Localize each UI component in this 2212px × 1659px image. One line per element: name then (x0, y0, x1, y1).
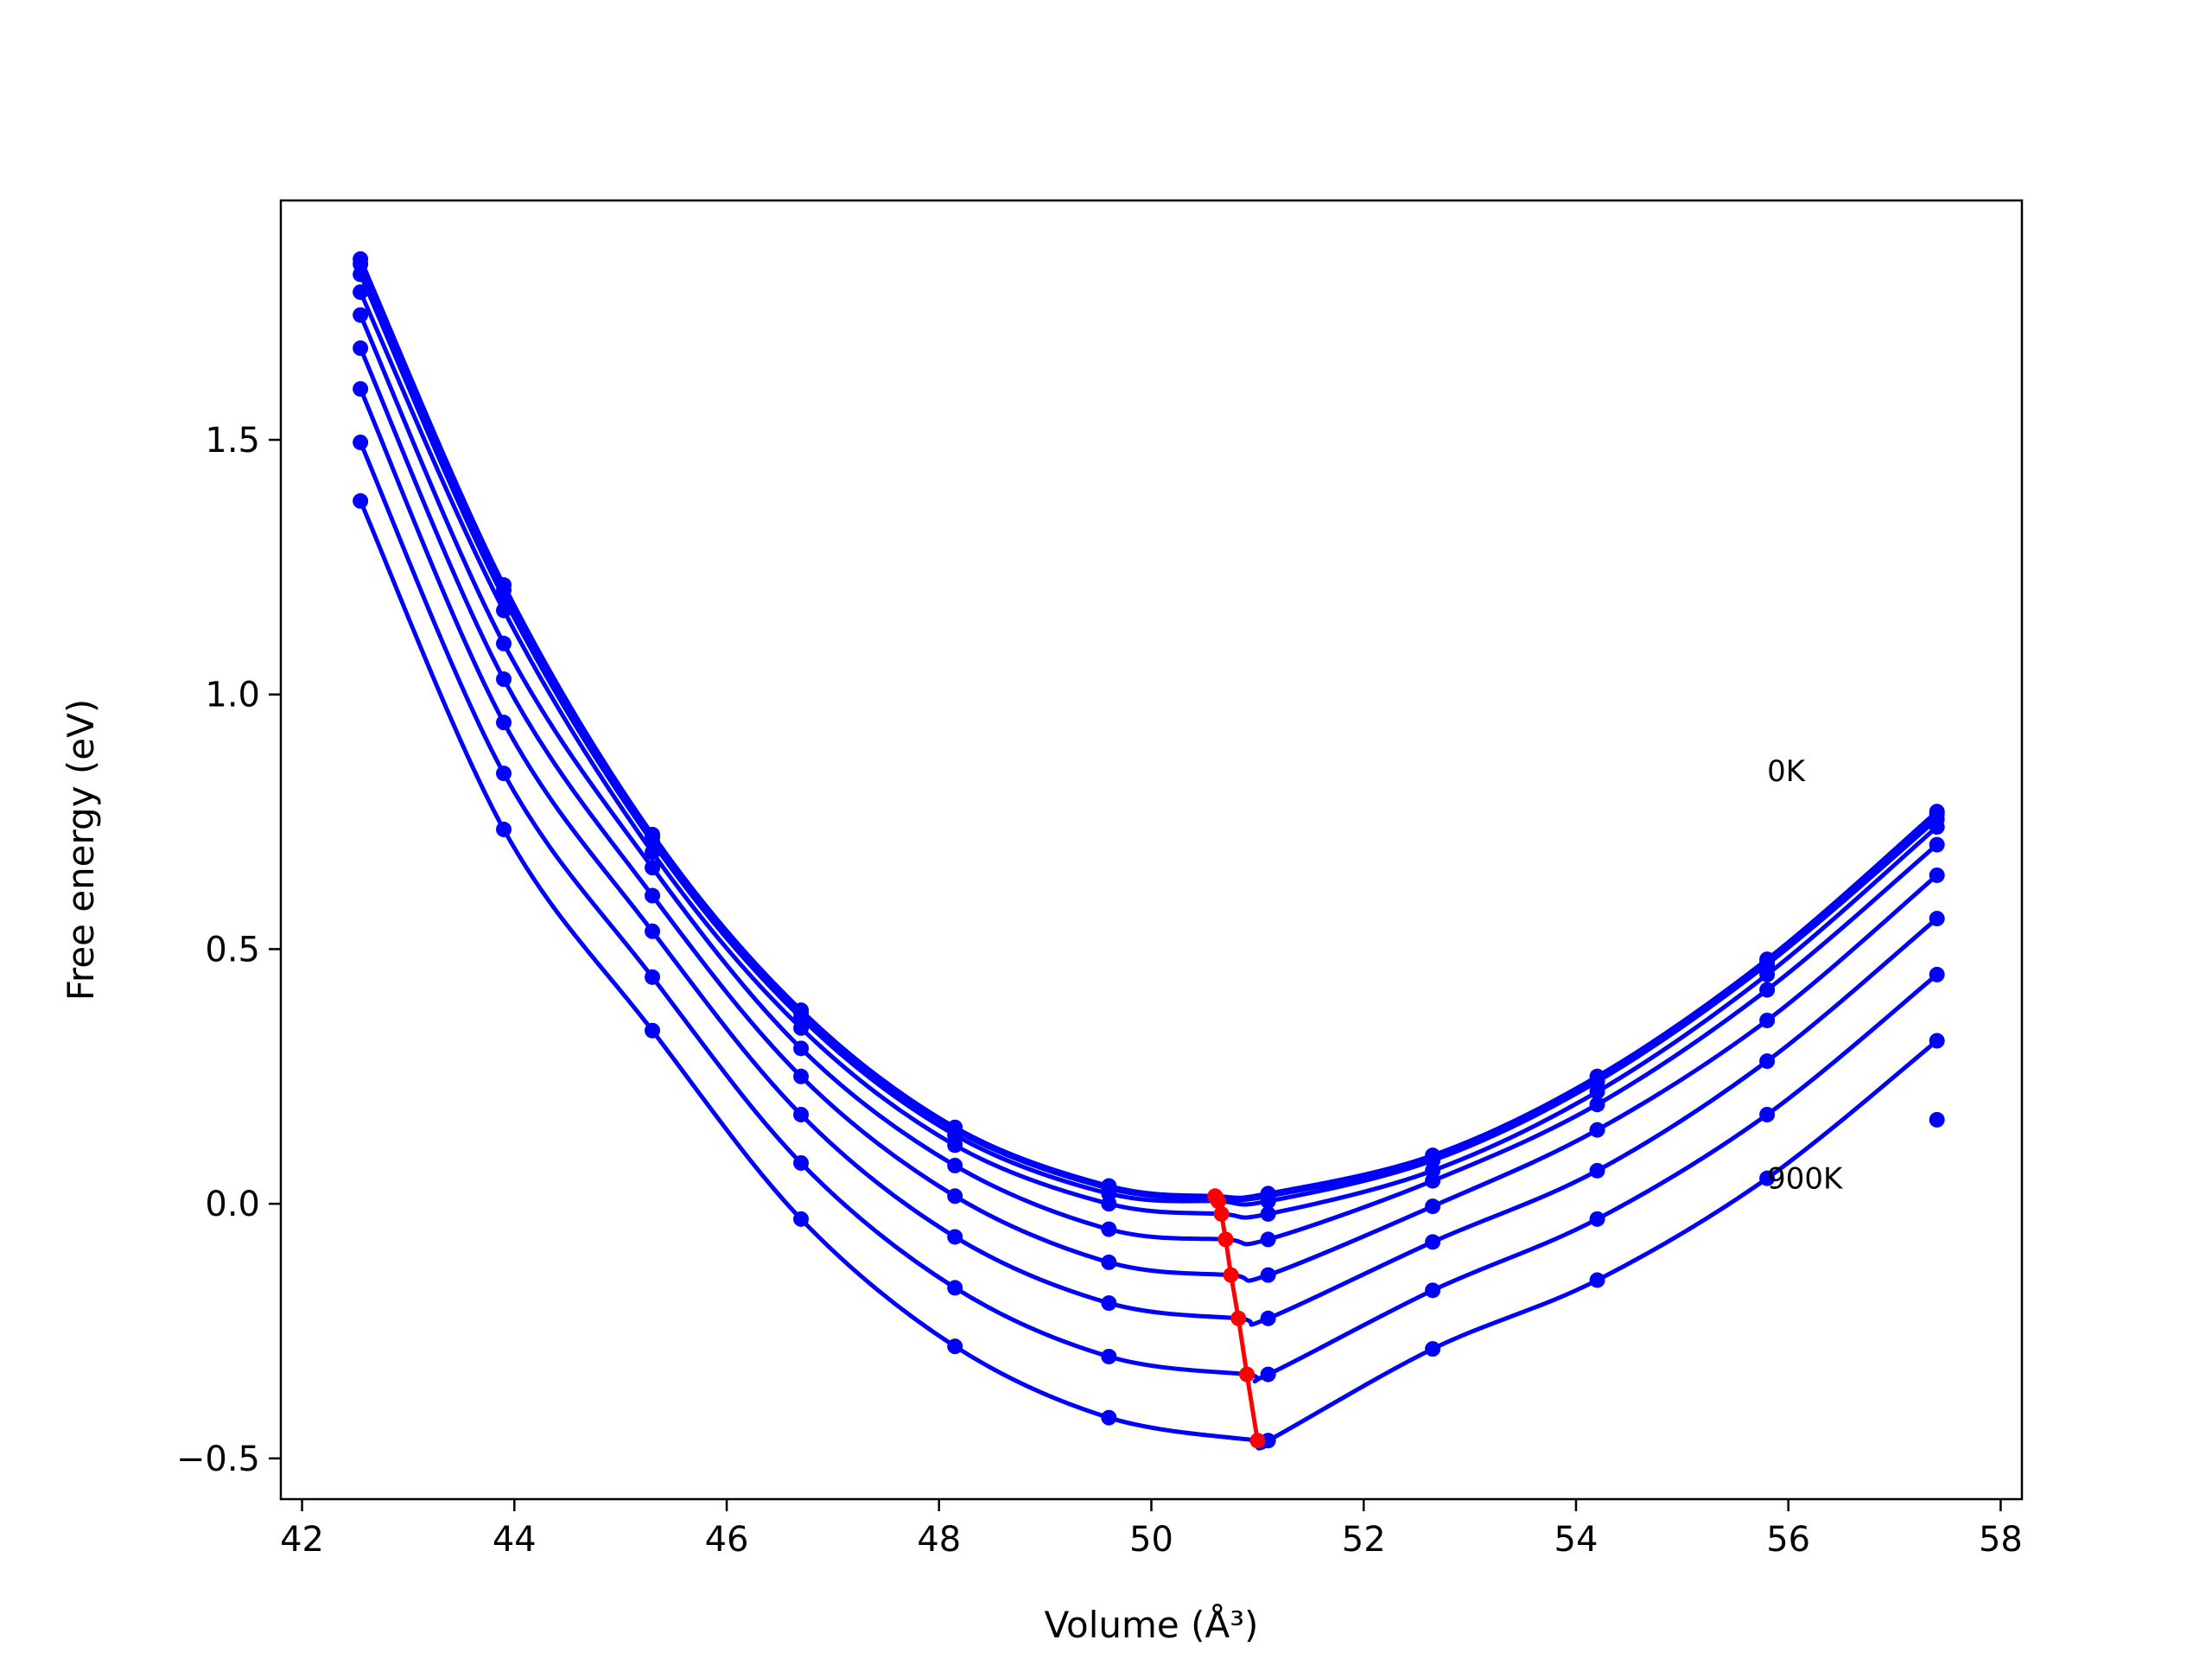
data-point-300K-5 (1101, 1196, 1117, 1212)
y-tick-label: 0.0 (205, 1185, 260, 1224)
data-point-600K-10 (1929, 911, 1945, 927)
data-point-400K-0 (353, 307, 369, 323)
data-point-300K-6 (1260, 1205, 1276, 1222)
data-point-300K-10 (1929, 818, 1945, 835)
data-point-300K-3 (793, 1020, 810, 1036)
data-point-900K-2 (645, 1022, 661, 1039)
data-point-700K-10 (1929, 966, 1945, 982)
data-point-600K-6 (1260, 1310, 1276, 1326)
minimum-point-7 (1239, 1366, 1255, 1382)
data-point-900K-8 (1589, 1272, 1605, 1288)
x-tick-label: 50 (1129, 1520, 1173, 1560)
minimum-point-2 (1210, 1193, 1226, 1210)
curves-group (353, 251, 1945, 1451)
data-point-700K-5 (1101, 1348, 1117, 1364)
data-point-300K-2 (645, 844, 661, 861)
data-point-500K-0 (353, 340, 369, 356)
data-point-700K-6 (1260, 1366, 1276, 1382)
data-point-700K-0 (353, 434, 369, 450)
data-point-500K-2 (645, 887, 661, 904)
x-tick-label: 44 (493, 1520, 537, 1560)
x-tick-label: 52 (1342, 1520, 1386, 1560)
data-point-900K-5 (1101, 1409, 1117, 1426)
data-point-300K-0 (353, 284, 369, 301)
data-point-400K-7 (1425, 1173, 1441, 1189)
minimum-point-3 (1213, 1205, 1230, 1222)
data-point-500K-10 (1929, 867, 1945, 883)
data-point-extra (1929, 1111, 1945, 1128)
data-point-900K-4 (947, 1338, 963, 1355)
data-point-400K-10 (1929, 836, 1945, 853)
data-point-600K-1 (496, 715, 512, 731)
data-point-500K-5 (1101, 1254, 1117, 1270)
data-point-500K-6 (1260, 1267, 1276, 1283)
data-point-900K-1 (496, 821, 512, 837)
data-point-900K-7 (1425, 1341, 1441, 1357)
data-point-900K-0 (353, 493, 369, 509)
data-point-500K-3 (793, 1068, 810, 1084)
data-point-200K-0 (353, 266, 369, 283)
data-point-600K-4 (947, 1229, 963, 1245)
data-point-700K-8 (1589, 1211, 1605, 1227)
data-point-400K-3 (793, 1040, 810, 1057)
x-tick-label: 56 (1766, 1520, 1810, 1560)
data-point-600K-3 (793, 1106, 810, 1122)
data-point-300K-4 (947, 1137, 963, 1154)
data-point-500K-7 (1425, 1198, 1441, 1215)
data-point-400K-4 (947, 1157, 963, 1173)
y-tick-label: 0.5 (205, 930, 260, 969)
annotation-1: 900K (1767, 1161, 1844, 1196)
minimum-point-6 (1230, 1310, 1247, 1326)
data-point-700K-9 (1759, 1106, 1776, 1122)
data-point-500K-9 (1759, 1012, 1776, 1028)
minimum-point-8 (1249, 1433, 1266, 1449)
x-tick-label: 46 (705, 1520, 749, 1560)
data-point-900K-9 (1759, 1170, 1776, 1186)
data-point-700K-1 (496, 766, 512, 782)
data-point-500K-4 (947, 1188, 963, 1205)
data-point-300K-9 (1759, 966, 1776, 982)
x-tick-label: 58 (1979, 1520, 2023, 1560)
data-point-400K-5 (1101, 1221, 1117, 1237)
data-point-300K-8 (1589, 1084, 1605, 1100)
y-axis-label: Free energy (eV) (60, 699, 102, 1001)
data-point-700K-4 (947, 1280, 963, 1296)
x-tick-label: 54 (1554, 1520, 1599, 1560)
data-point-400K-1 (496, 635, 512, 652)
data-point-500K-8 (1589, 1122, 1605, 1138)
plot-area: 0K 900K (353, 251, 1945, 1451)
data-point-600K-5 (1101, 1295, 1117, 1312)
y-tick-label: 1.5 (205, 421, 260, 461)
data-point-900K-10 (1929, 1033, 1945, 1049)
data-point-600K-2 (645, 923, 661, 939)
data-point-700K-2 (645, 969, 661, 985)
x-tick-label: 42 (280, 1520, 324, 1560)
data-point-400K-9 (1759, 982, 1776, 998)
data-point-500K-1 (496, 671, 512, 688)
data-point-600K-9 (1759, 1053, 1776, 1070)
data-point-400K-6 (1260, 1231, 1276, 1248)
annotation-0: 0K (1767, 754, 1807, 789)
data-point-900K-3 (793, 1211, 810, 1227)
y-tick-label: −0.5 (176, 1440, 260, 1479)
data-point-600K-0 (353, 381, 369, 397)
data-point-400K-2 (645, 860, 661, 876)
data-point-200K-6 (1260, 1193, 1276, 1210)
y-tick-label: 1.0 (205, 676, 260, 715)
data-point-700K-7 (1425, 1282, 1441, 1299)
minimum-point-4 (1217, 1231, 1234, 1248)
x-axis-label: Volume (Å³) (1045, 1603, 1259, 1646)
axes: 42 44 46 48 50 52 54 56 58 −0.5 0.0 0.5 1.0 1.5 (176, 199, 2024, 1560)
data-point-400K-8 (1589, 1096, 1605, 1113)
data-point-300K-1 (496, 602, 512, 619)
data-point-700K-3 (793, 1154, 810, 1171)
data-point-600K-7 (1425, 1234, 1441, 1250)
x-tick-label: 48 (917, 1520, 961, 1560)
minimum-point-5 (1223, 1267, 1239, 1283)
data-point-600K-8 (1589, 1162, 1605, 1179)
